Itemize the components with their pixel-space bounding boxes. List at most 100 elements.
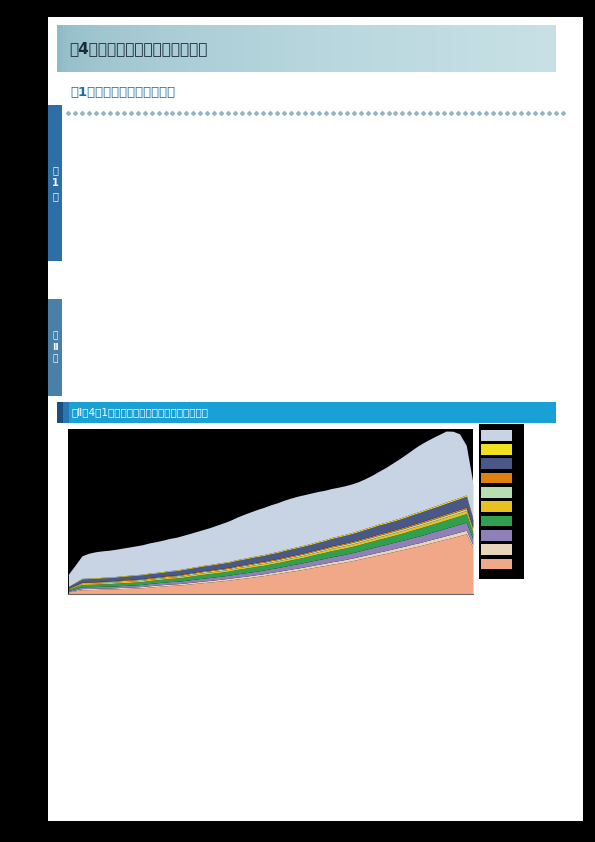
Bar	[392, 25, 396, 72]
Point	[363, 106, 372, 120]
Bar	[361, 25, 367, 72]
Point	[279, 106, 289, 120]
Bar	[466, 25, 471, 72]
Point	[481, 106, 491, 120]
Bar	[452, 25, 456, 72]
Point	[258, 106, 268, 120]
Bar	[446, 25, 452, 72]
Point	[516, 106, 526, 120]
Bar	[481, 444, 512, 455]
Bar	[516, 25, 521, 72]
Bar	[82, 25, 86, 72]
Bar	[127, 25, 131, 72]
Bar	[67, 25, 71, 72]
Point	[488, 106, 498, 120]
Point	[537, 106, 547, 120]
Point	[189, 106, 198, 120]
Bar	[481, 472, 512, 483]
Point	[391, 106, 400, 120]
Point	[112, 106, 121, 120]
Bar	[261, 25, 267, 72]
Bar	[57, 25, 61, 72]
Bar	[331, 25, 336, 72]
Bar	[61, 25, 67, 72]
Bar	[496, 25, 502, 72]
Bar	[411, 25, 416, 72]
Bar	[317, 25, 321, 72]
Bar	[552, 25, 556, 72]
Bar	[481, 545, 512, 555]
Point	[509, 106, 519, 120]
Point	[175, 106, 184, 120]
Bar	[196, 25, 202, 72]
Text: 図Ⅱ－4－1　世界の漁業・養殖業生産量の推移: 図Ⅱ－4－1 世界の漁業・養殖業生産量の推移	[71, 408, 208, 418]
Point	[181, 106, 191, 120]
Point	[265, 106, 275, 120]
Bar	[396, 25, 402, 72]
Point	[202, 106, 212, 120]
Point	[70, 106, 80, 120]
Point	[558, 106, 568, 120]
Bar	[192, 25, 196, 72]
Bar	[96, 25, 102, 72]
Bar	[531, 25, 536, 72]
Bar	[107, 25, 111, 72]
Bar	[486, 25, 491, 72]
Bar	[246, 25, 252, 72]
Bar	[521, 25, 527, 72]
Bar	[156, 25, 161, 72]
Point	[133, 106, 142, 120]
Point	[377, 106, 386, 120]
Bar	[311, 25, 317, 72]
Point	[321, 106, 331, 120]
Bar	[527, 25, 531, 72]
Bar	[286, 25, 292, 72]
Point	[77, 106, 87, 120]
Bar	[146, 25, 152, 72]
Point	[342, 106, 352, 120]
Bar	[421, 25, 427, 72]
Bar	[102, 25, 107, 72]
Bar	[491, 25, 496, 72]
Bar	[377, 25, 381, 72]
Text: 第
1
部: 第 1 部	[52, 165, 58, 201]
Bar	[231, 25, 236, 72]
Point	[63, 106, 73, 120]
Text: （1）　世界の漁業・養殖業: （1） 世界の漁業・養殖業	[70, 86, 176, 99]
Bar	[227, 25, 231, 72]
Bar	[131, 25, 136, 72]
Bar	[431, 25, 436, 72]
Bar	[206, 25, 211, 72]
Bar	[152, 25, 156, 72]
Point	[384, 106, 393, 120]
Point	[328, 106, 337, 120]
Bar	[352, 25, 356, 72]
Bar	[306, 25, 311, 72]
Bar	[336, 25, 342, 72]
Bar	[267, 25, 271, 72]
Point	[370, 106, 380, 120]
Point	[196, 106, 205, 120]
Bar	[271, 25, 277, 72]
Point	[412, 106, 421, 120]
Point	[245, 106, 254, 120]
Point	[349, 106, 358, 120]
Bar	[481, 530, 512, 541]
Point	[446, 106, 456, 120]
Point	[119, 106, 129, 120]
Bar	[256, 25, 261, 72]
Bar	[181, 25, 186, 72]
Point	[523, 106, 533, 120]
Bar	[121, 25, 127, 72]
Point	[140, 106, 149, 120]
Point	[551, 106, 560, 120]
Point	[293, 106, 303, 120]
Point	[300, 106, 309, 120]
Bar	[511, 25, 516, 72]
Bar	[327, 25, 331, 72]
Bar	[86, 25, 92, 72]
Point	[126, 106, 136, 120]
Point	[91, 106, 101, 120]
Bar	[117, 25, 121, 72]
Point	[273, 106, 282, 120]
